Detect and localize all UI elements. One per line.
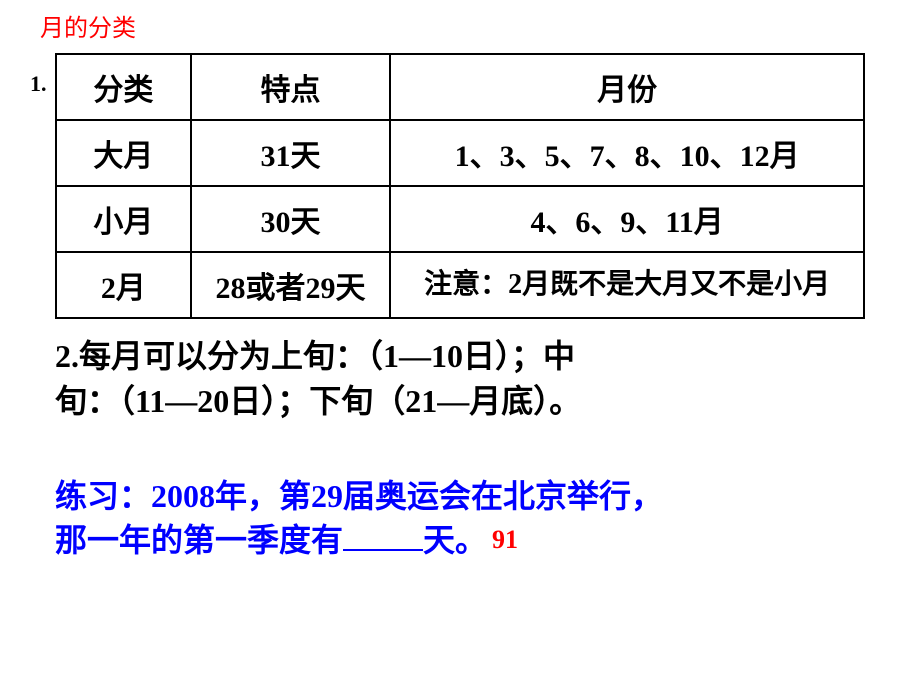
header-months: 月份	[390, 54, 864, 120]
table-row: 2月 28或者29天 注意：2月既不是大月又不是小月	[56, 252, 864, 318]
cell-february: 2月	[56, 252, 191, 318]
cell-big-month: 大月	[56, 120, 191, 186]
list-number-1: 1.	[30, 71, 50, 97]
cell-feb-note: 注意：2月既不是大月又不是小月	[390, 252, 864, 318]
month-classification-table: 分类 特点 月份 大月 31天 1、3、5、7、8、10、12月 小月 30天 …	[55, 53, 865, 319]
exercise-line2-before: 那一年的第一季度有	[55, 522, 343, 558]
header-category: 分类	[56, 54, 191, 120]
exercise-line2-after: 天。	[423, 522, 487, 558]
table-row: 大月 31天 1、3、5、7、8、10、12月	[56, 120, 864, 186]
cell-small-month-list: 4、6、9、11月	[390, 186, 864, 252]
cell-31-days: 31天	[191, 120, 391, 186]
section-2-prefix: 2.	[55, 338, 79, 374]
section-2-line2: 旬：（11—20日）；下旬（21—月底）。	[55, 383, 581, 419]
exercise-line1: 练习：2008年，第29届奥运会在北京举行，	[55, 478, 663, 514]
header-feature: 特点	[191, 54, 391, 120]
exercise-section: 练习：2008年，第29届奥运会在北京举行， 那一年的第一季度有 天。 91	[55, 474, 890, 564]
exercise-answer: 91	[492, 522, 518, 558]
page-title: 月的分类	[40, 8, 890, 43]
cell-big-month-list: 1、3、5、7、8、10、12月	[390, 120, 864, 186]
table-section: 1. 分类 特点 月份 大月 31天 1、3、5、7、8、10、12月 小月 3…	[30, 53, 890, 319]
blank-underline	[343, 549, 423, 551]
table-row: 分类 特点 月份	[56, 54, 864, 120]
section-2: 2.每月可以分为上旬：（1—10日）；中 旬：（11—20日）；下旬（21—月底…	[55, 334, 890, 424]
section-2-line1: 每月可以分为上旬：（1—10日）；中	[79, 338, 575, 374]
table-row: 小月 30天 4、6、9、11月	[56, 186, 864, 252]
cell-30-days: 30天	[191, 186, 391, 252]
cell-feb-days: 28或者29天	[191, 252, 391, 318]
cell-small-month: 小月	[56, 186, 191, 252]
